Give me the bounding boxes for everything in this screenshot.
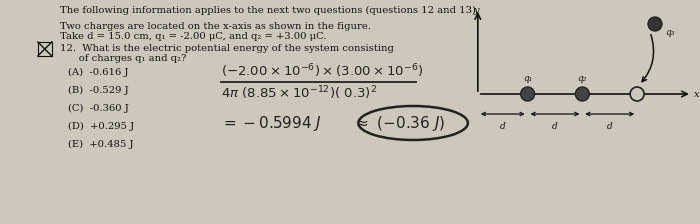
Text: $4\pi\ (8.85 \times 10^{-12})(\ 0.3)^2$: $4\pi\ (8.85 \times 10^{-12})(\ 0.3)^2$ [221,84,377,102]
Text: (D)  +0.295 J: (D) +0.295 J [68,122,134,131]
Text: $\approx\ (-0.36\ J)$: $\approx\ (-0.36\ J)$ [354,114,446,133]
Text: Two charges are located on the x-axis as shown in the figure.: Two charges are located on the x-axis as… [60,22,371,31]
Text: 12.  What is the electric potential energy of the system consisting: 12. What is the electric potential energ… [60,44,393,53]
Text: x: x [694,90,699,99]
FancyArrowPatch shape [642,35,654,82]
Text: (E)  +0.485 J: (E) +0.485 J [68,140,133,149]
Text: of charges q₁ and q₂?: of charges q₁ and q₂? [60,54,186,63]
Text: y: y [473,6,479,15]
Text: d: d [552,122,558,131]
Circle shape [648,17,662,31]
Text: (C)  -0.360 J: (C) -0.360 J [68,104,129,113]
Text: d: d [500,122,505,131]
Text: $(-2.00 \times 10^{-6}) \times (3.00 \times 10^{-6})$: $(-2.00 \times 10^{-6}) \times (3.00 \ti… [221,62,424,80]
Text: Take d = 15.0 cm, q₁ = -2.00 μC, and q₂ = +3.00 μC.: Take d = 15.0 cm, q₁ = -2.00 μC, and q₂ … [60,32,326,41]
Text: $= -0.5994\ J$: $= -0.5994\ J$ [221,114,322,133]
Text: (B)  -0.529 J: (B) -0.529 J [68,86,128,95]
Text: The following information applies to the next two questions (questions 12 and 13: The following information applies to the… [60,6,479,15]
Text: q₂: q₂ [578,74,587,83]
Circle shape [521,87,535,101]
Text: d: d [607,122,612,131]
Circle shape [630,87,644,101]
Circle shape [575,87,589,101]
Text: (A)  -0.616 J: (A) -0.616 J [68,68,128,77]
Text: q₃: q₃ [665,28,674,37]
Text: q₁: q₁ [523,74,532,83]
